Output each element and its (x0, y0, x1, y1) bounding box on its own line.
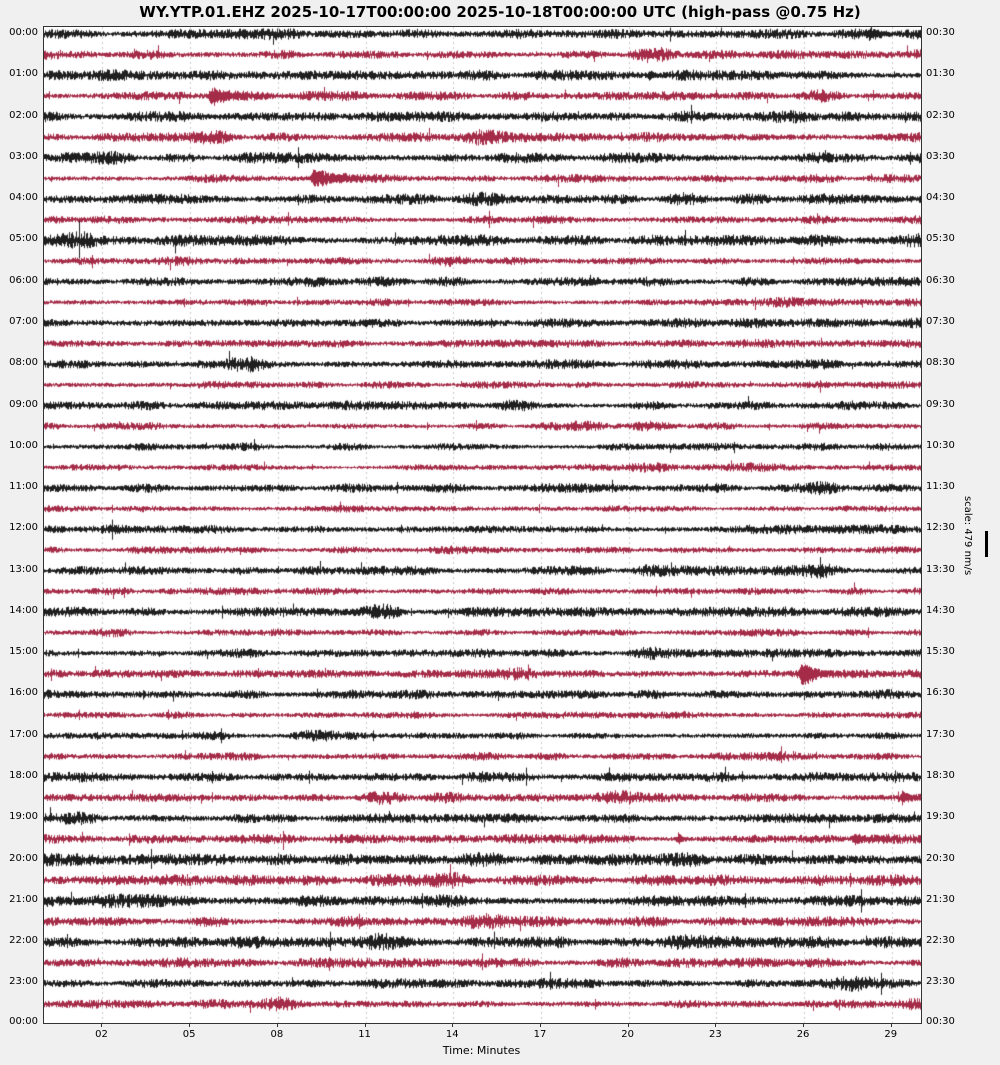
right-time-label: 02:30 (926, 109, 955, 121)
amplitude-scale-bar (985, 531, 988, 557)
left-time-label: 23:00 (9, 976, 38, 988)
right-time-label: 21:30 (926, 893, 955, 905)
left-time-label: 15:00 (9, 646, 38, 658)
left-time-label: 18:00 (9, 770, 38, 782)
x-axis-title: Time: Minutes (442, 1044, 521, 1057)
x-tick-mark (627, 1023, 629, 1027)
right-time-label: 14:30 (926, 604, 955, 616)
x-tick-label: 26 (796, 1029, 810, 1040)
left-time-label: 04:00 (9, 192, 38, 204)
amplitude-scale-label: scale: 479 nm/s (962, 496, 973, 576)
chart-title: WY.YTP.01.EHZ 2025-10-17T00:00:00 2025-1… (139, 3, 861, 21)
left-time-label: 14:00 (9, 604, 38, 616)
x-tick-mark (803, 1023, 805, 1027)
left-time-label: 12:00 (9, 522, 38, 534)
left-time-label: 20:00 (9, 852, 38, 864)
right-time-label: 18:30 (926, 770, 955, 782)
right-time-label: 00:30 (926, 27, 955, 38)
left-time-label: 08:00 (9, 357, 38, 369)
seismogram-traces-canvas (44, 27, 921, 1023)
right-time-label: 03:30 (926, 150, 955, 162)
right-time-label: 23:30 (926, 976, 955, 988)
x-tick-label: 05 (182, 1029, 196, 1040)
right-time-label: 11:30 (926, 481, 955, 493)
left-time-label: 21:00 (9, 893, 38, 905)
right-time-label: 15:30 (926, 646, 955, 658)
x-tick-label: 08 (270, 1029, 284, 1040)
x-tick-mark (452, 1023, 454, 1027)
left-time-label: 13:00 (9, 563, 38, 575)
right-time-label: 10:30 (926, 439, 955, 451)
left-time-label: 16:00 (9, 687, 38, 699)
left-time-label: 02:00 (9, 109, 38, 121)
right-time-label: 04:30 (926, 192, 955, 204)
left-time-label: 17:00 (9, 728, 38, 740)
x-tick-label: 29 (884, 1029, 898, 1040)
right-time-label: 16:30 (926, 687, 955, 699)
right-time-label: 06:30 (926, 274, 955, 286)
right-time-label: 01:30 (926, 68, 955, 80)
right-time-label: 20:30 (926, 852, 955, 864)
right-time-label: 12:30 (926, 522, 955, 534)
x-tick-label: 11 (358, 1029, 371, 1040)
x-tick-label: 20 (621, 1029, 635, 1040)
left-time-label: 22:00 (9, 935, 38, 947)
left-time-label: 11:00 (9, 481, 38, 493)
left-time-label: 01:00 (9, 68, 38, 80)
left-time-label: 07:00 (9, 315, 38, 327)
x-tick-label: 14 (445, 1029, 459, 1040)
right-time-label: 13:30 (926, 563, 955, 575)
right-time-label: 17:30 (926, 728, 955, 740)
right-time-label: 19:30 (926, 811, 955, 823)
x-tick-mark (189, 1023, 191, 1027)
right-time-label: 07:30 (926, 315, 955, 327)
left-time-label-bottom: 00:00 (9, 1016, 38, 1027)
x-tick-label: 23 (708, 1029, 722, 1040)
x-tick-mark (364, 1023, 366, 1027)
x-tick-mark (276, 1023, 278, 1027)
right-time-label: 22:30 (926, 935, 955, 947)
plot-area (43, 26, 922, 1024)
right-time-label: 09:30 (926, 398, 955, 410)
right-time-label-bottom: 00:30 (926, 1016, 955, 1027)
x-tick-mark (715, 1023, 717, 1027)
left-time-label: 06:00 (9, 274, 38, 286)
x-tick-mark (539, 1023, 541, 1027)
x-tick-mark (101, 1023, 103, 1027)
x-tick-mark (890, 1023, 892, 1027)
right-time-label: 05:30 (926, 233, 955, 245)
x-tick-label: 17 (533, 1029, 547, 1040)
left-time-label: 05:00 (9, 233, 38, 245)
left-time-label: 09:00 (9, 398, 38, 410)
right-time-label: 08:30 (926, 357, 955, 369)
left-time-label: 00:00 (9, 27, 38, 38)
left-time-label: 10:00 (9, 439, 38, 451)
x-tick-label: 02 (95, 1029, 108, 1040)
left-time-label: 03:00 (9, 150, 38, 162)
left-time-label: 19:00 (9, 811, 38, 823)
